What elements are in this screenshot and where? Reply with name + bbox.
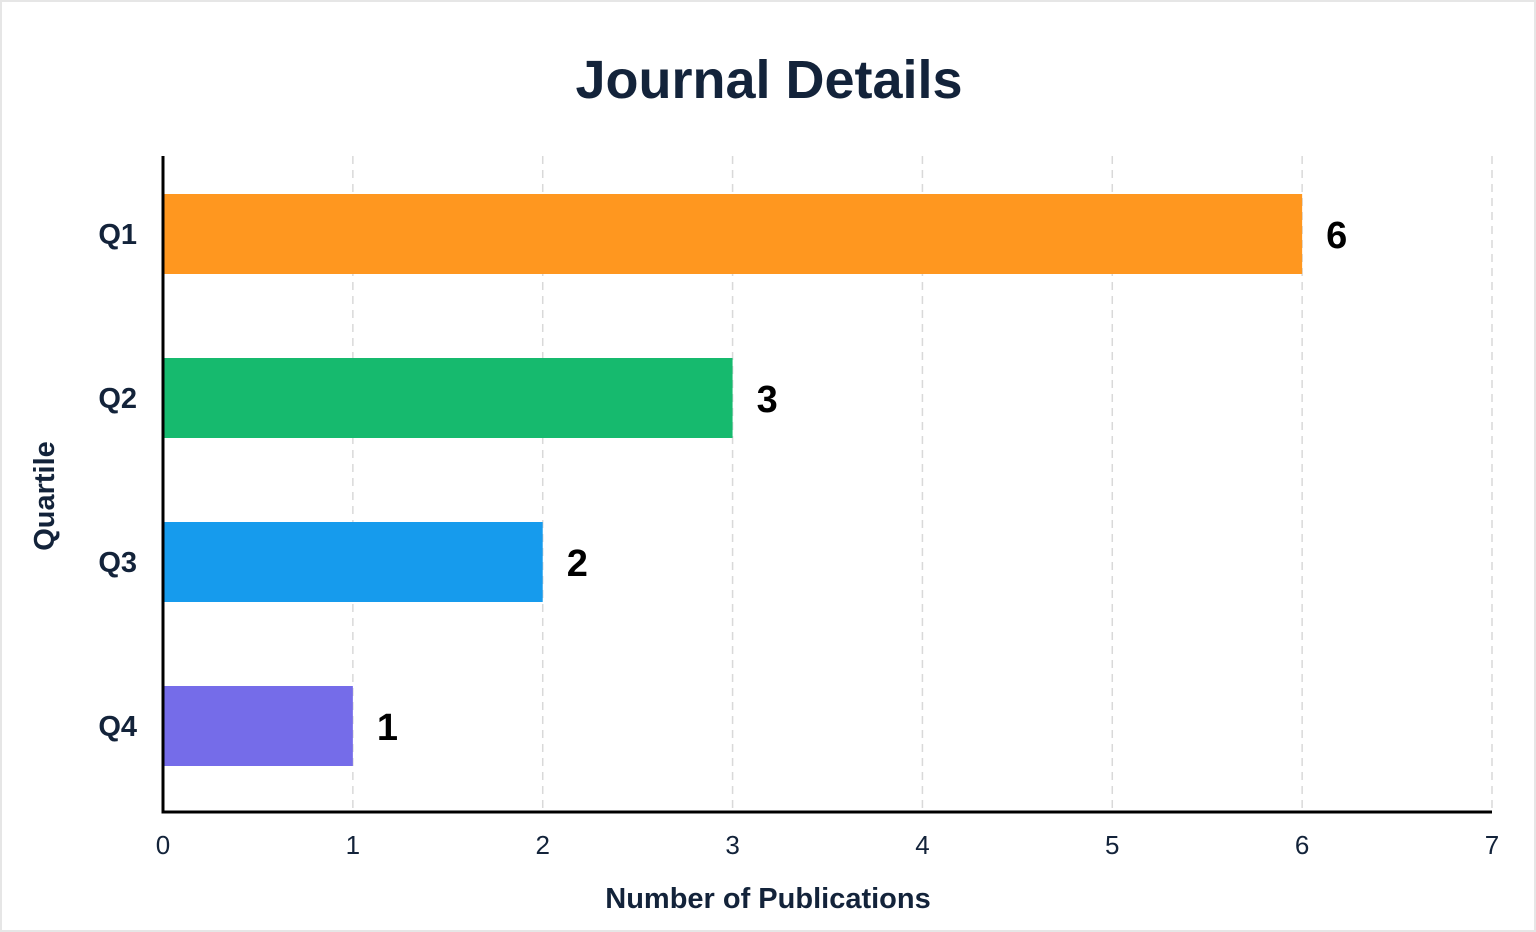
- x-tick-label: 1: [346, 830, 360, 860]
- x-axis-title: Number of Publications: [605, 883, 930, 915]
- bars: [164, 194, 1303, 766]
- category-label-q2: Q2: [98, 383, 137, 415]
- x-tick-label: 7: [1485, 830, 1499, 860]
- category-label-q3: Q3: [98, 547, 137, 579]
- x-tick-label: 2: [535, 830, 549, 860]
- x-tick-label: 5: [1105, 830, 1119, 860]
- bar-q3: [164, 522, 543, 602]
- x-tick-label: 3: [725, 830, 739, 860]
- gridlines: [352, 156, 1493, 812]
- x-tick-label: 0: [156, 830, 170, 860]
- category-label-q1: Q1: [98, 219, 137, 251]
- bar-q2: [164, 358, 733, 438]
- bar-q1: [164, 194, 1303, 274]
- bar-q4: [164, 686, 353, 766]
- value-labels: 6 3 2 1: [377, 215, 1347, 749]
- value-label-q1: 6: [1326, 215, 1347, 257]
- value-label-q2: 3: [757, 379, 778, 421]
- x-tick-labels: 0 1 2 3 4 5 6 7: [156, 830, 1499, 860]
- value-label-q3: 2: [567, 543, 588, 585]
- y-axis-title: Quartile: [29, 441, 61, 551]
- chart-title: Journal Details: [575, 50, 962, 110]
- category-label-q4: Q4: [98, 711, 137, 743]
- x-tick-label: 6: [1295, 830, 1309, 860]
- value-label-q4: 1: [377, 707, 398, 749]
- category-labels: Q1 Q2 Q3 Q4: [98, 219, 137, 743]
- x-tick-label: 4: [915, 830, 929, 860]
